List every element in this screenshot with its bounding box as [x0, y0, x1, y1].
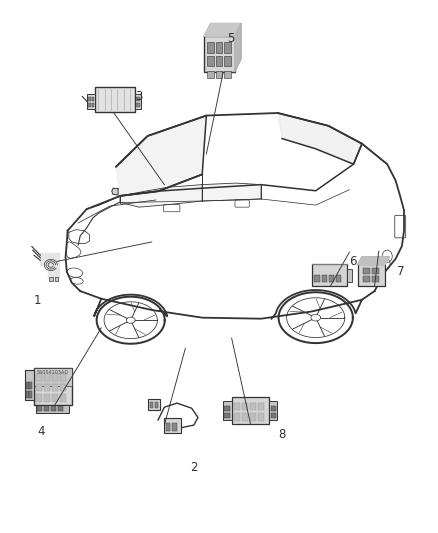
Bar — [258, 402, 264, 410]
Bar — [92, 103, 94, 107]
Bar — [271, 413, 276, 418]
Bar — [234, 413, 240, 421]
Polygon shape — [112, 188, 118, 195]
Bar — [51, 406, 56, 411]
Bar — [25, 370, 34, 400]
Bar — [347, 269, 352, 282]
Bar — [311, 264, 347, 286]
Bar — [207, 55, 214, 66]
Bar — [250, 413, 256, 421]
Bar — [358, 264, 385, 286]
Bar — [242, 413, 248, 421]
Bar — [164, 418, 181, 433]
Bar — [88, 96, 91, 101]
Bar — [60, 384, 66, 391]
Bar — [150, 402, 153, 408]
Bar — [224, 406, 230, 411]
Bar — [224, 71, 231, 78]
Bar — [44, 406, 49, 411]
Bar — [223, 401, 232, 420]
Bar — [55, 277, 58, 281]
Bar — [29, 382, 32, 389]
Text: 5: 5 — [227, 33, 234, 45]
Bar — [258, 413, 264, 421]
Bar — [95, 87, 135, 112]
Bar — [36, 405, 69, 413]
Bar — [136, 103, 140, 107]
Bar — [224, 43, 231, 53]
Bar — [44, 384, 50, 391]
Polygon shape — [202, 183, 261, 201]
Bar — [34, 368, 72, 386]
Polygon shape — [204, 23, 241, 36]
Bar — [60, 374, 66, 381]
Polygon shape — [116, 116, 206, 196]
Bar — [215, 71, 223, 78]
Bar — [329, 274, 334, 282]
Bar — [35, 394, 42, 401]
Bar — [52, 384, 58, 391]
Bar — [172, 423, 177, 431]
Bar — [44, 374, 50, 381]
Bar — [215, 43, 223, 53]
Bar — [224, 55, 231, 66]
Text: 6: 6 — [349, 255, 357, 268]
Bar — [234, 402, 240, 410]
Bar — [88, 103, 91, 107]
Bar — [321, 274, 327, 282]
Bar — [60, 394, 66, 401]
Text: 7: 7 — [397, 265, 404, 278]
Bar — [44, 394, 50, 401]
Bar — [35, 374, 42, 381]
Polygon shape — [40, 253, 59, 277]
Bar — [215, 55, 223, 66]
Bar — [372, 268, 379, 274]
Bar — [148, 399, 160, 410]
Bar — [35, 384, 42, 391]
Bar — [25, 382, 28, 389]
Bar — [29, 391, 32, 398]
Bar — [58, 406, 64, 411]
Bar — [49, 277, 53, 281]
Bar — [25, 391, 28, 398]
Bar — [207, 43, 214, 53]
Text: 56054103AD: 56054103AD — [37, 370, 69, 375]
Bar — [136, 96, 140, 101]
Bar — [363, 268, 370, 274]
Bar — [232, 398, 269, 424]
Bar — [242, 402, 248, 410]
Bar — [34, 368, 72, 405]
Text: 2: 2 — [190, 461, 198, 474]
Bar — [314, 274, 320, 282]
Bar — [224, 413, 230, 418]
Bar — [336, 274, 341, 282]
Bar — [92, 96, 94, 101]
Bar — [269, 401, 277, 420]
Bar — [372, 276, 379, 282]
Polygon shape — [120, 184, 202, 207]
Text: 1: 1 — [34, 294, 41, 308]
Bar — [250, 402, 256, 410]
Text: 4: 4 — [38, 425, 45, 438]
Bar — [271, 406, 276, 411]
Bar — [204, 36, 235, 72]
Polygon shape — [358, 257, 389, 264]
Bar — [166, 423, 170, 431]
Bar — [363, 276, 370, 282]
Bar — [88, 94, 95, 109]
Bar — [52, 394, 58, 401]
Bar — [155, 402, 159, 408]
Bar — [207, 71, 214, 78]
Bar — [52, 374, 58, 381]
Text: 3: 3 — [135, 90, 143, 103]
Text: 8: 8 — [279, 428, 286, 441]
Polygon shape — [235, 23, 241, 72]
Bar — [135, 94, 141, 109]
Bar — [37, 406, 42, 411]
Polygon shape — [278, 113, 362, 164]
